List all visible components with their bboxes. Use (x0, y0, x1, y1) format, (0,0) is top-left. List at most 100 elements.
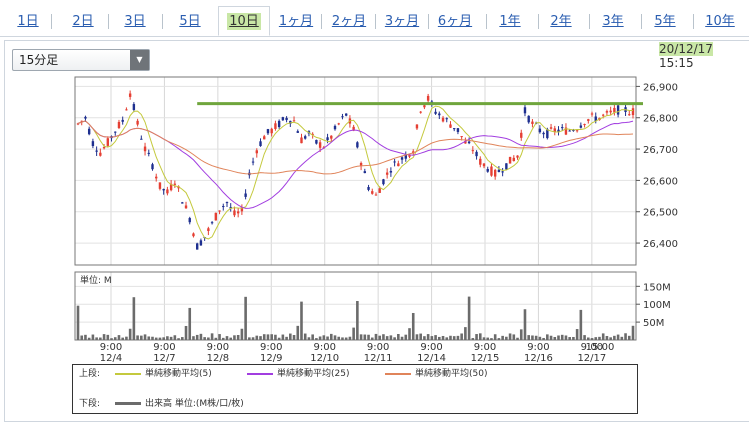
volume-bar (307, 337, 311, 340)
volume-bar (560, 334, 564, 340)
chevron-down-icon[interactable]: ▼ (130, 50, 149, 70)
candle-body (408, 154, 411, 157)
volume-bar (248, 337, 251, 340)
volume-bar (158, 337, 162, 340)
candle-body (214, 212, 218, 221)
candle-body (520, 132, 523, 138)
x-date-label: 12/14 (417, 353, 446, 364)
candle-body (166, 189, 169, 194)
candle-body (304, 136, 307, 139)
candle-body (378, 188, 381, 193)
volume-bar (136, 335, 139, 340)
legend-ma25-swatch (247, 372, 273, 375)
candle-body (568, 130, 571, 132)
candle-body (575, 130, 579, 132)
volume-bar (303, 333, 307, 340)
candle-body (412, 151, 415, 154)
candle-body (102, 147, 106, 149)
tab-3d[interactable]: 3日 (124, 14, 146, 29)
volume-bar (311, 334, 314, 340)
volume-bar (102, 334, 106, 340)
candle-body (192, 233, 195, 237)
volume-bar (501, 335, 504, 340)
tab-1y[interactable]: 1年 (499, 14, 521, 29)
candle-body (87, 128, 91, 135)
candle-body (251, 161, 255, 163)
volume-bar (318, 336, 322, 340)
candle-body (315, 139, 318, 144)
tab-5d[interactable]: 5日 (179, 14, 201, 29)
tab-1d[interactable]: 1日 (17, 14, 39, 29)
candle-body (289, 120, 292, 124)
legend-ma50: 単純移動平均(50) (385, 367, 487, 381)
candle-body (259, 141, 262, 147)
volume-bar (445, 337, 449, 340)
volume-bar (441, 335, 445, 340)
candle-body (132, 104, 136, 110)
candle-body (423, 105, 426, 108)
tab-2m[interactable]: 2ヶ月 (331, 14, 367, 29)
candle-body (400, 157, 404, 160)
volume-bar (251, 337, 255, 340)
moving-averages (77, 105, 634, 240)
volume-bar (289, 333, 292, 340)
volume-bar (579, 309, 583, 340)
candle-body (181, 202, 184, 204)
candle-body (341, 116, 344, 118)
tab-1m[interactable]: 1ヶ月 (278, 14, 314, 29)
volume-bar (542, 337, 545, 340)
volume-bar (587, 337, 590, 340)
volume-bar (147, 336, 151, 340)
candle-body (359, 162, 363, 166)
tab-2d[interactable]: 2日 (72, 14, 94, 29)
candle-body (91, 141, 95, 147)
candle-body (337, 123, 340, 125)
candle-body (147, 152, 150, 154)
volume-bar (478, 333, 482, 340)
candle-body (233, 210, 236, 216)
volume-bar (84, 334, 87, 340)
volume-bar (244, 296, 247, 340)
candle-body (613, 107, 616, 113)
candle-body (173, 183, 177, 185)
candle-body (352, 126, 355, 131)
volume-bar (218, 334, 221, 340)
tab-3y[interactable]: 3年 (602, 14, 624, 29)
volume-bar (296, 325, 300, 340)
tab-10d[interactable]: 10日 (218, 6, 270, 36)
candle-body (274, 123, 277, 129)
tab-separator (375, 14, 376, 29)
tab-10y[interactable]: 10年 (705, 14, 735, 29)
volume-bar (467, 296, 471, 340)
volume-bar (475, 334, 478, 340)
interval-select[interactable]: 15分足 ▼ (12, 49, 150, 71)
tab-5y[interactable]: 5年 (654, 14, 676, 29)
candle-body (125, 109, 128, 111)
candle-body (300, 137, 303, 144)
volume-bar (609, 337, 612, 340)
candle-body (128, 93, 132, 97)
tab-2y[interactable]: 2年 (550, 14, 572, 29)
candle-body (143, 146, 147, 152)
volume-bar (333, 335, 337, 340)
volume-bar (292, 335, 296, 340)
tab-separator (428, 14, 429, 29)
price-plot-border (74, 76, 637, 266)
candle-body (438, 113, 441, 116)
x-time-label: 9:00 (100, 342, 122, 353)
volume-bar (128, 328, 132, 340)
tab-6m[interactable]: 6ヶ月 (437, 14, 473, 29)
tab-3m[interactable]: 3ヶ月 (384, 14, 420, 29)
ma50-line (77, 120, 634, 175)
legend-lower-label: 下段: (79, 399, 101, 409)
candle-body (453, 128, 456, 130)
candle-body (456, 128, 460, 132)
candle-body (493, 169, 497, 177)
tab-separator (641, 14, 642, 29)
candle-body (121, 119, 124, 122)
volume-bar (624, 333, 627, 340)
volume-tick-label: 50M (643, 318, 664, 329)
volume-bar (564, 335, 568, 340)
last-update-time: 15:15 (659, 56, 694, 70)
volume-bar (471, 338, 475, 340)
